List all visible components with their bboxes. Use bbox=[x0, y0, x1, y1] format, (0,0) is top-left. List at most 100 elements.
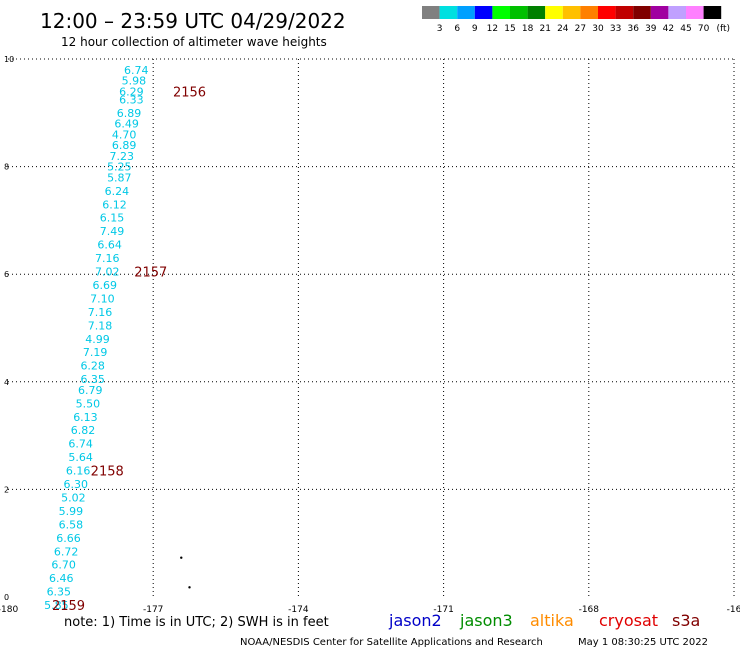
swh-value-label: 6.58 bbox=[59, 518, 84, 531]
colorbar-label: 3 bbox=[437, 24, 443, 34]
swh-value-label: 6.74 bbox=[124, 64, 149, 77]
colorbar-swatch bbox=[545, 6, 563, 19]
swh-value-label: 6.35 bbox=[47, 586, 72, 599]
y-tick-label: 10 bbox=[4, 55, 14, 64]
swh-value-label: 6.35 bbox=[80, 373, 105, 386]
colorbar-label: 27 bbox=[575, 24, 586, 34]
colorbar-unit: (ft) bbox=[716, 24, 730, 34]
colorbar-swatch bbox=[439, 6, 458, 19]
pass-number-label: 2156 bbox=[173, 85, 206, 100]
grid-lines bbox=[8, 58, 735, 597]
color-scale-legend: 3 6 9 12 15 18 21 24 27 30 33 36 39 42 45 70 (ft) bbox=[422, 6, 730, 34]
colorbar-swatch bbox=[703, 6, 722, 19]
swh-value-label: 6.66 bbox=[56, 532, 81, 545]
swh-value-label: 5.99 bbox=[59, 505, 84, 518]
swh-value-label: 6.69 bbox=[93, 279, 118, 292]
swh-value-label: 7.19 bbox=[83, 346, 108, 359]
colorbar-swatch bbox=[580, 6, 598, 19]
colorbar-swatch bbox=[510, 6, 528, 19]
satellite-legend-jason2: jason2 bbox=[388, 611, 442, 630]
swh-value-label: 7.49 bbox=[100, 225, 125, 238]
swh-value-label: 6.89 bbox=[117, 107, 142, 120]
swh-value-label: 6.13 bbox=[73, 411, 98, 424]
satellite-legend-s3a: s3a bbox=[672, 611, 700, 630]
swh-value-label: 5.98 bbox=[122, 75, 147, 88]
colorbar-swatch bbox=[686, 6, 704, 19]
swh-value-label: 4.70 bbox=[112, 128, 137, 141]
colorbar-label: 9 bbox=[472, 24, 478, 34]
chart-title: 12:00 – 23:59 UTC 04/29/2022 bbox=[40, 9, 346, 33]
swh-value-label: 6.12 bbox=[102, 198, 127, 211]
pass-number-label: 2158 bbox=[91, 465, 124, 480]
data-dot bbox=[188, 586, 191, 589]
x-tick-label: -180 bbox=[0, 605, 18, 615]
swh-value-label: 6.15 bbox=[100, 212, 125, 225]
pass-labels: 2156 2157 2158 2159 bbox=[52, 85, 206, 614]
swh-value-label: 5.64 bbox=[68, 451, 93, 464]
colorbar-swatch bbox=[598, 6, 616, 19]
colorbar-label: 70 bbox=[698, 24, 710, 34]
note-text: note: 1) Time is in UTC; 2) SWH is in fe… bbox=[64, 615, 329, 630]
swh-value-label: 6.28 bbox=[80, 360, 105, 373]
footer-credit: NOAA/NESDIS Center for Satellite Applica… bbox=[240, 637, 543, 648]
swh-value-label: 5.85 bbox=[44, 599, 69, 612]
x-tick-label: -171 bbox=[433, 605, 453, 615]
data-dot bbox=[180, 556, 183, 559]
swh-value-label: 7.16 bbox=[88, 306, 113, 319]
colorbar-label: 12 bbox=[487, 24, 498, 34]
swh-value-label: 6.72 bbox=[54, 545, 79, 558]
colorbar-swatch bbox=[474, 6, 493, 19]
colorbar-swatch bbox=[633, 6, 651, 19]
colorbar-label: 21 bbox=[539, 24, 550, 34]
colorbar-swatch bbox=[562, 6, 581, 19]
colorbar-label: 45 bbox=[680, 24, 691, 34]
swh-value-label: 6.79 bbox=[78, 384, 103, 397]
swh-value-label: 6.82 bbox=[71, 424, 96, 437]
colorbar-label: 36 bbox=[627, 24, 639, 34]
y-tick-label: 0 bbox=[4, 593, 9, 602]
swh-value-label: 7.16 bbox=[95, 252, 120, 265]
colorbar-swatch bbox=[422, 6, 440, 19]
colorbar-label: 24 bbox=[557, 24, 569, 34]
x-tick-label: -168 bbox=[579, 605, 600, 615]
axis-ticks: -180 -177 -174 -171 -168 -16 0 2 4 6 8 10 bbox=[0, 55, 740, 615]
swh-value-label: 6.46 bbox=[49, 572, 74, 585]
footer-timestamp: May 1 08:30:25 UTC 2022 bbox=[578, 637, 708, 648]
colorbar-swatch bbox=[668, 6, 686, 19]
swh-value-label: 7.18 bbox=[88, 319, 113, 332]
swh-value-label: 6.24 bbox=[105, 185, 130, 198]
satellite-legend-altika: altika bbox=[530, 611, 574, 630]
swh-value-label: 6.30 bbox=[64, 478, 89, 491]
colorbar-swatch bbox=[527, 6, 546, 19]
colorbar-swatch bbox=[492, 6, 510, 19]
swh-value-label: 5.87 bbox=[107, 171, 132, 184]
swh-value-label: 5.02 bbox=[61, 491, 86, 504]
colorbar-label: 18 bbox=[522, 24, 534, 34]
colorbar-label: 42 bbox=[663, 24, 674, 34]
swh-value-label: 4.99 bbox=[85, 333, 110, 346]
swh-value-label: 6.33 bbox=[119, 93, 144, 106]
colorbar-swatch bbox=[650, 6, 669, 19]
y-tick-label: 2 bbox=[4, 485, 9, 494]
colorbar-label: 6 bbox=[454, 24, 460, 34]
swh-value-label: 5.25 bbox=[107, 161, 132, 174]
swh-value-label: 7.10 bbox=[90, 292, 115, 305]
colorbar-label: 39 bbox=[645, 24, 657, 34]
colorbar-swatch bbox=[457, 6, 475, 19]
colorbar-label: 33 bbox=[610, 24, 621, 34]
swh-value-label: 5.50 bbox=[76, 397, 101, 410]
satellite-legend-jason3: jason3 bbox=[459, 611, 513, 630]
swh-value-label: 7.23 bbox=[109, 150, 134, 163]
swh-value-label: 6.49 bbox=[114, 118, 139, 131]
y-tick-label: 8 bbox=[4, 163, 9, 172]
pass-number-label: 2157 bbox=[134, 266, 167, 281]
footer: note: 1) Time is in UTC; 2) SWH is in fe… bbox=[64, 611, 708, 648]
chart-subtitle: 12 hour collection of altimeter wave hei… bbox=[61, 35, 327, 49]
colorbar-label: 15 bbox=[504, 24, 515, 34]
y-tick-label: 6 bbox=[4, 270, 9, 279]
colorbar-swatch bbox=[615, 6, 634, 19]
swh-value-label: 7.02 bbox=[95, 266, 120, 279]
header: 12:00 – 23:59 UTC 04/29/2022 12 hour col… bbox=[40, 9, 346, 49]
swh-value-label: 6.64 bbox=[97, 239, 122, 252]
